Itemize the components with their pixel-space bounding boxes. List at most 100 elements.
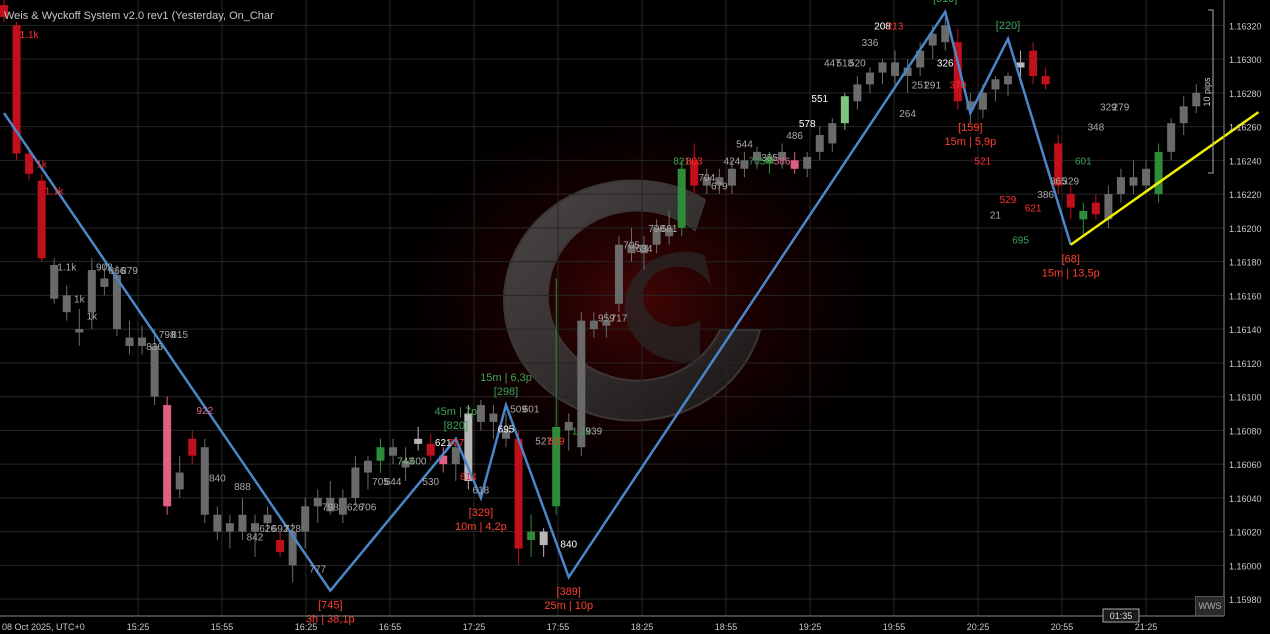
candle-body <box>476 405 485 422</box>
volume-label: 264 <box>899 109 916 120</box>
candle-body <box>614 244 623 304</box>
candle-body <box>665 227 674 237</box>
candle-body <box>326 497 335 512</box>
volume-label: 743 <box>397 457 414 468</box>
time-axis[interactable]: 08 Oct 2025, UTC+0 15:25 15:55 16:25 16:55 17… <box>0 615 1224 632</box>
candle-body <box>903 67 912 76</box>
candle-body <box>539 531 548 546</box>
candle-body <box>389 447 398 456</box>
candle-body <box>62 295 71 313</box>
volume-label: 705 <box>749 156 766 167</box>
candle-body <box>790 160 799 169</box>
volume-label: 621 <box>435 438 452 449</box>
volume-label: 509 <box>510 404 527 415</box>
volume-label: 21 <box>990 210 1002 221</box>
candle-body <box>840 96 849 124</box>
candle-body <box>1016 62 1025 68</box>
volume-label: 521 <box>975 156 992 167</box>
volume-label: 329 <box>1062 177 1079 188</box>
volume-label: 836 <box>146 342 163 353</box>
volume-label: 706 <box>360 502 377 513</box>
volume-label: 1k <box>74 295 86 306</box>
swing-label: [510] <box>933 0 957 5</box>
candle-body <box>401 460 410 468</box>
volume-label: 634 <box>636 244 653 255</box>
price-tick-label: 1.16140 <box>1229 325 1262 335</box>
candle-body <box>878 62 887 73</box>
volume-label: 279 <box>1113 102 1130 113</box>
volume-label: 1.1k <box>20 30 40 41</box>
candle-body <box>100 278 109 287</box>
candle-body <box>1167 123 1176 152</box>
candle-body <box>188 438 197 456</box>
price-axis[interactable]: 1.16320 1.16300 1.16280 1.16260 1.16240 1.162… <box>1223 0 1262 616</box>
volume-label: 618 <box>473 485 490 496</box>
time-tick-label: 20:55 <box>1051 622 1074 632</box>
volume-label: 902 <box>96 263 113 274</box>
volume-label: 551 <box>811 94 828 105</box>
price-tick-label: 1.16080 <box>1229 426 1262 436</box>
candle-body <box>163 405 172 507</box>
price-tick-label: 1.16220 <box>1229 190 1262 200</box>
time-tick-label: 18:25 <box>631 622 654 632</box>
indicator-title: Weis & Wyckoff System v2.0 rev1 (Yesterd… <box>4 10 274 22</box>
candle-body <box>1004 75 1012 85</box>
volume-label: 959 <box>598 313 615 324</box>
price-tick-label: 1.16020 <box>1229 528 1262 538</box>
volume-label: 386 <box>1037 190 1054 201</box>
candle-body <box>652 227 661 245</box>
candle-body <box>966 101 975 110</box>
volume-label: 939 <box>586 426 603 437</box>
candle-body <box>514 438 523 549</box>
candle-body <box>577 320 586 448</box>
volume-label: 704 <box>698 173 715 184</box>
candle-body <box>690 160 699 186</box>
volume-label: 1k <box>36 160 48 171</box>
volume-label: 707 <box>447 438 464 449</box>
candle-body <box>112 275 121 330</box>
candle-body <box>928 33 937 46</box>
candle-body <box>138 337 147 346</box>
timer-label: 01:35 <box>1110 611 1133 621</box>
candle-body <box>941 25 950 43</box>
price-tick-label: 1.16160 <box>1229 291 1262 301</box>
swing-label: [820] <box>444 420 468 432</box>
price-tick-label: 1.16120 <box>1229 359 1262 369</box>
candle-body <box>677 168 686 228</box>
time-tick-label: 16:25 <box>295 622 318 632</box>
volume-label: 679 <box>711 182 728 193</box>
candle-body <box>150 345 159 397</box>
volume-label: 798 <box>159 330 176 341</box>
candle-body <box>702 177 711 186</box>
wws-badge[interactable]: WWS <box>1195 596 1225 616</box>
price-tick-label: 1.16200 <box>1229 224 1262 234</box>
candle-body <box>37 180 46 259</box>
chart-extras: 10 pips 01:35 <box>1102 9 1214 623</box>
time-tick-label: 15:55 <box>211 622 234 632</box>
volume-label: 336 <box>862 38 879 49</box>
time-tick-label: 21:25 <box>1135 622 1158 632</box>
candle-body <box>991 79 1000 90</box>
volume-label: 777 <box>309 565 326 576</box>
candle-body <box>589 320 598 330</box>
candle-body <box>338 497 347 515</box>
candle-body <box>263 514 272 524</box>
zigzag-line <box>2 8 1072 593</box>
volume-label: 601 <box>523 404 540 415</box>
volume-label: 586 <box>774 156 791 167</box>
candle-body <box>414 438 423 444</box>
candle-body <box>953 42 962 102</box>
swing-label: 3h | 38,1p <box>306 614 355 626</box>
candle-body <box>363 460 372 473</box>
candle-body <box>502 430 510 439</box>
candle-body <box>276 540 285 552</box>
volume-label: 815 <box>171 330 188 341</box>
volume-label: 728 <box>284 524 301 535</box>
time-tick-label: 19:25 <box>799 622 822 632</box>
candle-body <box>527 531 536 541</box>
candle-body <box>464 413 473 481</box>
swing-label: [298] <box>494 386 518 398</box>
price-tick-label: 1.16040 <box>1229 494 1262 504</box>
candle-body <box>1154 151 1163 195</box>
